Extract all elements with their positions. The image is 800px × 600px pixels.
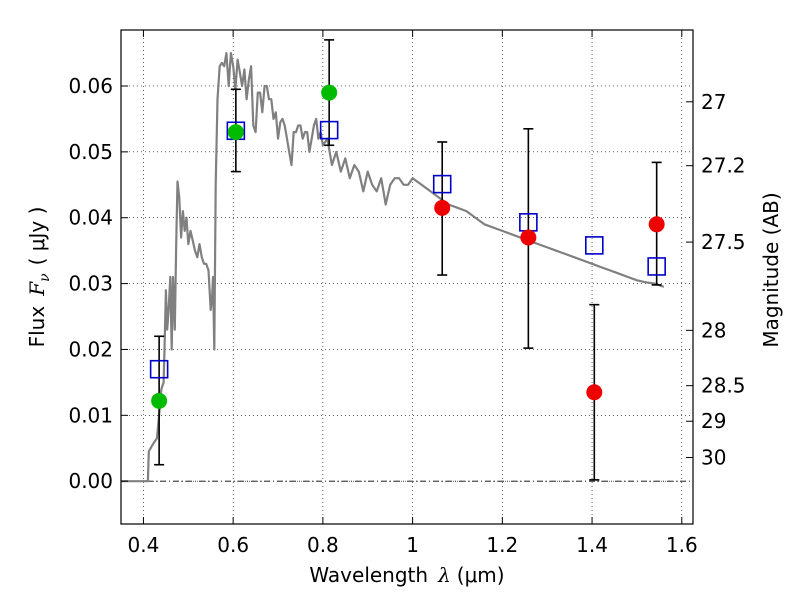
model-band-square (647, 257, 666, 276)
y-tick-label: 0.03 (68, 272, 113, 296)
x-tick-label: 0.8 (307, 533, 339, 557)
y-tick-label: 0.02 (68, 337, 113, 361)
plot-frame (120, 29, 694, 525)
model-band-square (149, 359, 169, 379)
mag-tick-label: 27 (701, 90, 726, 114)
observed-point-red (434, 199, 451, 216)
x-axis-title: Wavelength λ (μm) (309, 563, 504, 587)
y-tick-label: 0.04 (68, 206, 113, 230)
detection-point-green (321, 84, 338, 101)
model-band-square (319, 120, 339, 140)
y-axis-title-symbol: F (25, 281, 49, 297)
tick-layer (121, 30, 693, 524)
x-axis-title-symbol: λ (437, 563, 451, 587)
x-tick-label: 1 (406, 533, 419, 557)
mag-tick-label: 28 (701, 318, 726, 342)
model-band-square (585, 236, 604, 255)
observed-point-red (520, 229, 537, 246)
y-tick-label: 0.01 (68, 403, 113, 427)
x-tick-label: 1.4 (576, 533, 608, 557)
model-band-square (432, 174, 452, 194)
mag-tick-label: 28.5 (701, 374, 746, 398)
mag-tick-label: 29 (701, 409, 726, 433)
y2-axis-title: Magnitude (AB) (759, 192, 783, 347)
observed-point-red (586, 384, 603, 401)
mag-tick-label: 27.2 (701, 154, 746, 178)
model-spectrum-layer (121, 52, 665, 483)
x-tick-label: 1.6 (666, 533, 698, 557)
y-axis-title-subscript: ν (37, 273, 53, 282)
x-axis-title-prefix: Wavelength (309, 563, 428, 587)
x-tick-label: 1.2 (486, 533, 518, 557)
mag-tick-label: 30 (701, 445, 726, 469)
x-axis-title-unit: (μm) (457, 563, 505, 587)
y-axis-title-unit: ( μJy ) (25, 207, 49, 266)
plot-area (121, 30, 693, 524)
x-tick-label: 0.4 (128, 533, 160, 557)
model-band-layer (149, 120, 666, 379)
y-axis-title-prefix: Flux (25, 306, 49, 348)
y-tick-label: 0.06 (68, 74, 113, 98)
detection-point-green (151, 392, 168, 409)
y-tick-label: 0.00 (68, 469, 113, 493)
tick-label-layer: 0.4 0.6 0.8 1 1.2 1.4 1.6 0.00 0.01 0.02 0.03 0.04 0… (68, 74, 745, 557)
grid (121, 30, 693, 524)
observed-point-red (648, 216, 665, 233)
mag-tick-label: 27.5 (701, 230, 746, 254)
observed-point-layer (151, 84, 665, 409)
model-spectrum-line (121, 52, 665, 483)
y-tick-label: 0.05 (68, 140, 113, 164)
y-axis-title: Flux Fν ( μJy ) (25, 207, 53, 348)
detection-point-green (227, 124, 244, 141)
x-tick-label: 0.6 (217, 533, 249, 557)
